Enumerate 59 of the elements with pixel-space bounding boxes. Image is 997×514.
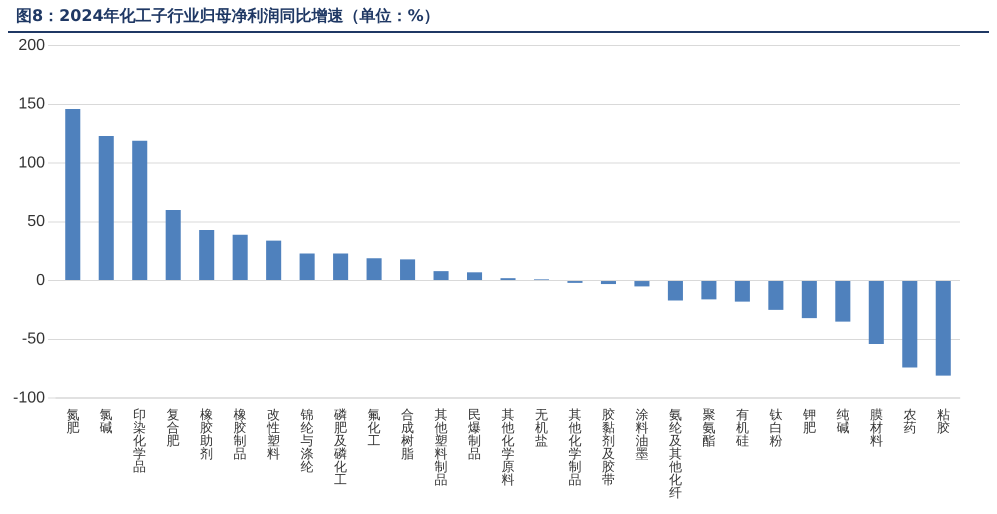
- bar: [434, 271, 449, 280]
- bar: [668, 281, 683, 301]
- x-tick-label: 其他化学原料: [502, 407, 515, 488]
- x-tick-label: 橡胶助剂: [200, 407, 214, 462]
- x-tick-label: 粘胶: [936, 407, 950, 436]
- x-tick-label: 聚氨酯: [702, 407, 716, 448]
- bar: [701, 281, 716, 300]
- bar: [166, 210, 181, 280]
- x-tick-label: 钾肥: [802, 407, 816, 436]
- x-tick-label: 磷肥及磷化工: [333, 407, 348, 488]
- bar: [936, 281, 951, 376]
- x-tick-label: 农药: [903, 407, 916, 436]
- y-tick-label: -50: [22, 330, 46, 348]
- x-tick-label: 其他化学制品: [568, 407, 582, 488]
- y-tick-label: 150: [18, 96, 46, 113]
- x-tick-label: 钛白粉: [768, 407, 782, 448]
- y-tick-label: 200: [18, 37, 46, 54]
- x-tick-label: 氨纶及其他化纤: [668, 407, 682, 500]
- x-tick-label: 氯碱: [100, 407, 113, 436]
- x-tick-label: 橡胶制品: [234, 407, 247, 462]
- x-tick-label: 印染化学品: [133, 407, 146, 474]
- x-tick-label: 其他塑料制品: [434, 407, 448, 488]
- bar: [600, 281, 616, 284]
- chart-title: 图8：2024年化工子行业归母净利润同比增速（单位：%）: [8, 0, 989, 33]
- bar: [65, 109, 80, 280]
- bar: [266, 240, 282, 280]
- x-tick-label: 合成树脂: [401, 407, 414, 462]
- x-tick-label: 纯碱: [836, 407, 850, 436]
- x-tick-label: 氟化工: [368, 407, 381, 448]
- bar: [132, 140, 148, 280]
- y-tick-label: 100: [18, 154, 46, 172]
- bar: [768, 281, 784, 310]
- bar: [333, 254, 348, 280]
- bar: [868, 281, 884, 344]
- bar: [467, 272, 482, 280]
- x-tick-label: 无机盐: [534, 407, 548, 448]
- bar: [400, 259, 416, 280]
- x-tick-label: 有机硅: [734, 407, 749, 448]
- bar: [199, 230, 214, 280]
- x-tick-label: 民爆制品: [468, 407, 482, 462]
- bar: [634, 281, 650, 286]
- bar: [802, 281, 817, 318]
- x-tick-label: 膜材料: [868, 407, 883, 448]
- x-tick-label: 胶黏剂及胶带: [602, 407, 615, 488]
- x-tick-label: 涂料油墨: [635, 407, 648, 462]
- x-tick-label: 复合肥: [166, 407, 180, 448]
- bar: [98, 136, 114, 280]
- bar: [835, 281, 850, 322]
- bar: [232, 234, 248, 280]
- x-tick-label: 锦纶与涤纶: [300, 407, 314, 474]
- bar: [366, 258, 382, 280]
- x-tick-label: 氮肥: [66, 407, 80, 436]
- bar: [902, 281, 918, 368]
- bar: [734, 281, 750, 302]
- y-tick-label: 0: [36, 272, 46, 289]
- y-tick-label: -100: [12, 389, 46, 406]
- x-tick-label: 改性塑料: [266, 407, 280, 462]
- y-tick-label: 50: [27, 213, 46, 230]
- bar: [300, 254, 315, 280]
